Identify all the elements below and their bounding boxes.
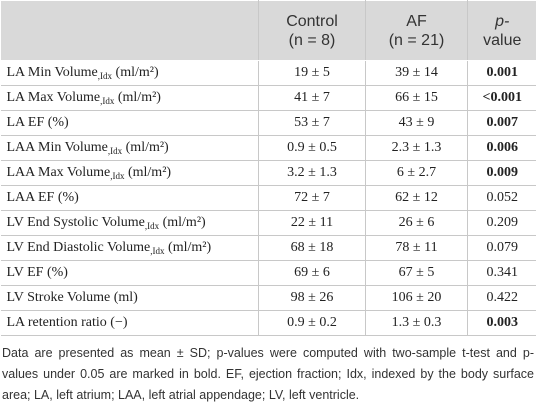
row-label-cell: LAA Max Volume,Idx (ml/m²)	[0, 160, 259, 186]
row-label-sub: ,Idx	[110, 171, 125, 181]
row-label-unit: (ml/m²)	[124, 165, 172, 180]
table-row: LAA Min Volume,Idx (ml/m²) 0.9 ± 0.5 2.3 ±…	[0, 135, 536, 161]
row-label-cell: LA Min Volume,Idx (ml/m²)	[0, 60, 259, 86]
af-cell: 1.3 ± 0.3	[365, 310, 468, 336]
table-row: LV Stroke Volume (ml) 98 ± 26 106 ± 20 0.42…	[0, 285, 536, 311]
p-value-cell: 0.001	[467, 60, 536, 86]
control-cell: 19 ± 5	[258, 60, 366, 86]
row-label-cell: LV EF (%)	[0, 260, 259, 286]
row-label: LAA EF (%)	[6, 190, 79, 205]
row-label-cell: LV End Systolic Volume,Idx (ml/m²)	[0, 210, 259, 236]
af-cell: 2.3 ± 1.3	[365, 135, 468, 161]
row-label-sub: ,Idx	[107, 146, 123, 156]
row-label: LA Min Volume	[6, 65, 98, 80]
p-value-cell: 0.209	[467, 210, 536, 236]
row-label-cell: LV End Diastolic Volume,Idx (ml/m²)	[0, 235, 259, 261]
p-value-cell: 0.006	[467, 135, 536, 161]
header-value: value	[483, 31, 522, 49]
row-label-unit: (ml/m²)	[164, 240, 212, 255]
p-value-cell: 0.341	[467, 260, 536, 286]
table-row: LV EF (%) 69 ± 6 67 ± 5 0.341	[0, 260, 536, 286]
control-cell: 53 ± 7	[258, 110, 366, 136]
af-cell: 78 ± 11	[365, 235, 468, 261]
header-cell: AF (n = 21)	[365, 0, 468, 61]
control-cell: 0.9 ± 0.2	[258, 310, 366, 336]
header-row: Control (n = 8) AF (n = 21) p-value	[0, 0, 536, 61]
table-row: LAA EF (%) 72 ± 7 62 ± 12 0.052	[0, 185, 536, 211]
row-label-unit: (ml/m²)	[159, 215, 206, 230]
control-cell: 3.2 ± 1.3	[258, 160, 366, 186]
row-label-cell: LA Max Volume,Idx (ml/m²)	[0, 85, 259, 111]
af-cell: 106 ± 20	[365, 285, 468, 311]
control-cell: 41 ± 7	[258, 85, 366, 111]
p-value-cell: <0.001	[467, 85, 536, 111]
header-group: AF	[406, 12, 427, 30]
row-label: LA retention ratio (−)	[6, 315, 128, 330]
control-cell: 69 ± 6	[258, 260, 366, 286]
header-n: (n = 21)	[388, 31, 445, 49]
p-value-cell: 0.009	[467, 160, 536, 186]
row-label-sub: ,Idx	[100, 96, 115, 106]
af-cell: 67 ± 5	[365, 260, 468, 286]
header-blank	[0, 0, 259, 61]
control-cell: 98 ± 26	[258, 285, 366, 311]
p-value-cell: 0.003	[467, 310, 536, 336]
table-row: LA EF (%) 53 ± 7 43 ± 9 0.007	[0, 110, 536, 136]
table-row: LA Max Volume,Idx (ml/m²) 41 ± 7 66 ± 15 <0…	[0, 85, 536, 111]
row-label-unit: (ml/m²)	[112, 65, 159, 80]
row-label-cell: LA retention ratio (−)	[0, 310, 259, 336]
af-cell: 39 ± 14	[365, 60, 468, 86]
row-label: LV End Diastolic Volume	[6, 240, 151, 255]
header-n: (n = 8)	[288, 31, 336, 49]
control-cell: 68 ± 18	[258, 235, 366, 261]
table-row: LA Min Volume,Idx (ml/m²) 19 ± 5 39 ± 14 0.…	[0, 60, 536, 86]
row-label-sub: ,Idx	[144, 221, 160, 231]
row-label: LAA Min Volume	[6, 140, 108, 155]
row-label-cell: LAA Min Volume,Idx (ml/m²)	[0, 135, 259, 161]
af-cell: 66 ± 15	[365, 85, 468, 111]
row-label-unit: (ml/m²)	[114, 90, 161, 105]
control-cell: 0.9 ± 0.5	[258, 135, 366, 161]
row-label-sub: ,Idx	[150, 246, 165, 256]
af-cell: 6 ± 2.7	[365, 160, 468, 186]
row-label-cell: LV Stroke Volume (ml)	[0, 285, 259, 311]
header-group: Control	[286, 12, 338, 30]
footnote: Data are presented as mean ± SD; p-value…	[2, 346, 534, 402]
row-label: LV Stroke Volume (ml)	[6, 290, 138, 305]
p-value-cell: 0.079	[467, 235, 536, 261]
table-row: LA retention ratio (−) 0.9 ± 0.2 1.3 ± 0.3…	[0, 310, 536, 336]
row-label: LV EF (%)	[6, 265, 68, 280]
af-cell: 43 ± 9	[365, 110, 468, 136]
table-body: LA Min Volume,Idx (ml/m²) 19 ± 5 39 ± 14 0.…	[0, 60, 536, 336]
control-cell: 72 ± 7	[258, 185, 366, 211]
p-value-cell: 0.422	[467, 285, 536, 311]
row-label-sub: ,Idx	[97, 71, 113, 81]
row-label: LAA Max Volume	[6, 165, 111, 180]
header-cell: Control (n = 8)	[258, 0, 366, 61]
control-cell: 22 ± 11	[258, 210, 366, 236]
table-row: LAA Max Volume,Idx (ml/m²) 3.2 ± 1.3 6 ± 2…	[0, 160, 536, 186]
p-value-cell: 0.052	[467, 185, 536, 211]
row-label-unit: (ml/m²)	[122, 140, 169, 155]
row-label-cell: LAA EF (%)	[0, 185, 259, 211]
data-table: Control (n = 8) AF (n = 21) p-value LA Min…	[0, 0, 536, 336]
table-row: LV End Diastolic Volume,Idx (ml/m²) 68 ± …	[0, 235, 536, 261]
row-label: LA Max Volume	[6, 90, 101, 105]
p-value-cell: 0.007	[467, 110, 536, 136]
row-label: LV End Systolic Volume	[6, 215, 145, 230]
row-label: LA EF (%)	[6, 115, 69, 130]
af-cell: 62 ± 12	[365, 185, 468, 211]
header-p: p-	[495, 12, 510, 30]
row-label-cell: LA EF (%)	[0, 110, 259, 136]
header-cell: p-value	[467, 0, 536, 61]
af-cell: 26 ± 6	[365, 210, 468, 236]
table-row: LV End Systolic Volume,Idx (ml/m²) 22 ± 1…	[0, 210, 536, 236]
